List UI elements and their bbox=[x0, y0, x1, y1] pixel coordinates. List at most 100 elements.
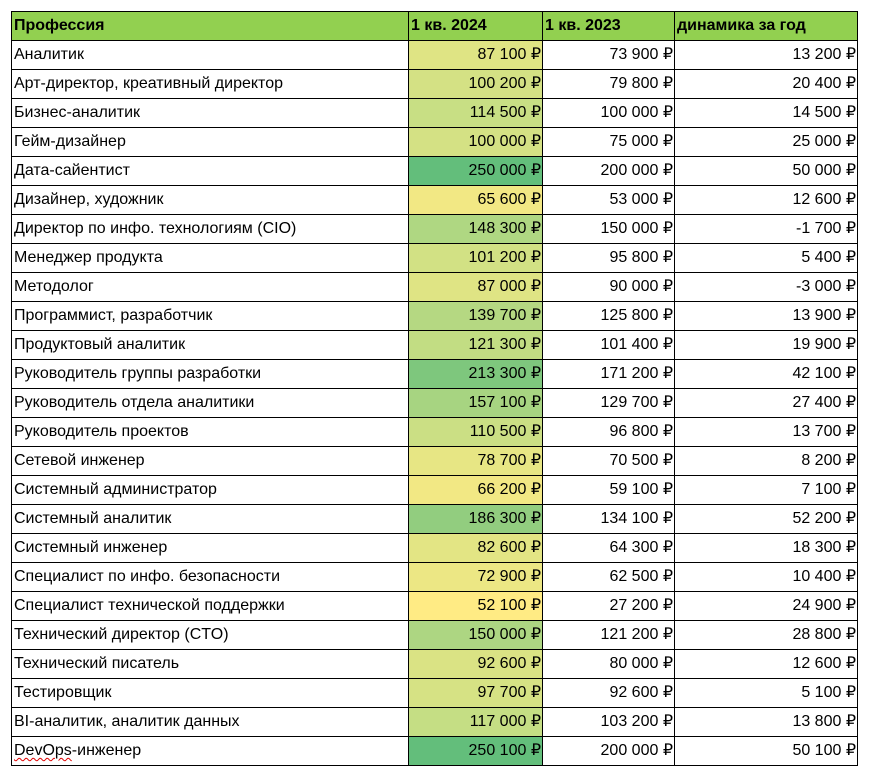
profession-cell[interactable]: Технический писатель bbox=[11, 649, 409, 679]
profession-cell[interactable]: Технический директор (CTO) bbox=[11, 620, 409, 650]
yearly-change-cell[interactable]: 50 100 ₽ bbox=[674, 736, 858, 766]
yearly-change-cell[interactable]: 8 200 ₽ bbox=[674, 446, 858, 476]
yearly-change-cell[interactable]: 12 600 ₽ bbox=[674, 649, 858, 679]
q1-2024-cell[interactable]: 65 600 ₽ bbox=[408, 185, 543, 215]
profession-cell[interactable]: Методолог bbox=[11, 272, 409, 302]
profession-cell[interactable]: DevOps-инженер bbox=[11, 736, 409, 766]
q1-2024-cell[interactable]: 87 100 ₽ bbox=[408, 40, 543, 70]
q1-2024-cell[interactable]: 78 700 ₽ bbox=[408, 446, 543, 476]
q1-2023-cell[interactable]: 150 000 ₽ bbox=[542, 214, 675, 244]
q1-2023-cell[interactable]: 200 000 ₽ bbox=[542, 156, 675, 186]
header-q1-2024[interactable]: 1 кв. 2024 bbox=[408, 11, 543, 41]
profession-cell[interactable]: Продуктовый аналитик bbox=[11, 330, 409, 360]
yearly-change-cell[interactable]: -3 000 ₽ bbox=[674, 272, 858, 302]
yearly-change-cell[interactable]: 13 900 ₽ bbox=[674, 301, 858, 331]
profession-cell[interactable]: Руководитель проектов bbox=[11, 417, 409, 447]
q1-2023-cell[interactable]: 62 500 ₽ bbox=[542, 562, 675, 592]
yearly-change-cell[interactable]: 18 300 ₽ bbox=[674, 533, 858, 563]
q1-2023-cell[interactable]: 171 200 ₽ bbox=[542, 359, 675, 389]
q1-2024-cell[interactable]: 100 200 ₽ bbox=[408, 69, 543, 99]
q1-2023-cell[interactable]: 129 700 ₽ bbox=[542, 388, 675, 418]
profession-cell[interactable]: Сетевой инженер bbox=[11, 446, 409, 476]
profession-cell[interactable]: Системный аналитик bbox=[11, 504, 409, 534]
yearly-change-cell[interactable]: 25 000 ₽ bbox=[674, 127, 858, 157]
q1-2024-cell[interactable]: 92 600 ₽ bbox=[408, 649, 543, 679]
profession-cell[interactable]: Системный администратор bbox=[11, 475, 409, 505]
yearly-change-cell[interactable]: 50 000 ₽ bbox=[674, 156, 858, 186]
yearly-change-cell[interactable]: 24 900 ₽ bbox=[674, 591, 858, 621]
q1-2023-cell[interactable]: 27 200 ₽ bbox=[542, 591, 675, 621]
profession-cell[interactable]: BI-аналитик, аналитик данных bbox=[11, 707, 409, 737]
profession-cell[interactable]: Руководитель отдела аналитики bbox=[11, 388, 409, 418]
q1-2023-cell[interactable]: 59 100 ₽ bbox=[542, 475, 675, 505]
yearly-change-cell[interactable]: 5 100 ₽ bbox=[674, 678, 858, 708]
profession-cell[interactable]: Специалист по инфо. безопасности bbox=[11, 562, 409, 592]
profession-cell[interactable]: Тестировщик bbox=[11, 678, 409, 708]
q1-2024-cell[interactable]: 72 900 ₽ bbox=[408, 562, 543, 592]
q1-2024-cell[interactable]: 110 500 ₽ bbox=[408, 417, 543, 447]
q1-2024-cell[interactable]: 250 100 ₽ bbox=[408, 736, 543, 766]
yearly-change-cell[interactable]: 52 200 ₽ bbox=[674, 504, 858, 534]
q1-2024-cell[interactable]: 66 200 ₽ bbox=[408, 475, 543, 505]
yearly-change-cell[interactable]: 19 900 ₽ bbox=[674, 330, 858, 360]
profession-cell[interactable]: Системный инженер bbox=[11, 533, 409, 563]
q1-2024-cell[interactable]: 157 100 ₽ bbox=[408, 388, 543, 418]
q1-2024-cell[interactable]: 101 200 ₽ bbox=[408, 243, 543, 273]
yearly-change-cell[interactable]: 20 400 ₽ bbox=[674, 69, 858, 99]
q1-2024-cell[interactable]: 52 100 ₽ bbox=[408, 591, 543, 621]
yearly-change-cell[interactable]: 14 500 ₽ bbox=[674, 98, 858, 128]
header-yearly-change[interactable]: динамика за год bbox=[674, 11, 858, 41]
profession-cell[interactable]: Гейм-дизайнер bbox=[11, 127, 409, 157]
profession-cell[interactable]: Бизнес-аналитик bbox=[11, 98, 409, 128]
profession-cell[interactable]: Директор по инфо. технологиям (CIO) bbox=[11, 214, 409, 244]
q1-2024-cell[interactable]: 213 300 ₽ bbox=[408, 359, 543, 389]
profession-cell[interactable]: Менеджер продукта bbox=[11, 243, 409, 273]
q1-2023-cell[interactable]: 96 800 ₽ bbox=[542, 417, 675, 447]
q1-2023-cell[interactable]: 101 400 ₽ bbox=[542, 330, 675, 360]
profession-cell[interactable]: Руководитель группы разработки bbox=[11, 359, 409, 389]
q1-2024-cell[interactable]: 186 300 ₽ bbox=[408, 504, 543, 534]
q1-2023-cell[interactable]: 80 000 ₽ bbox=[542, 649, 675, 679]
profession-cell[interactable]: Арт-директор, креативный директор bbox=[11, 69, 409, 99]
q1-2024-cell[interactable]: 148 300 ₽ bbox=[408, 214, 543, 244]
q1-2023-cell[interactable]: 95 800 ₽ bbox=[542, 243, 675, 273]
q1-2024-cell[interactable]: 100 000 ₽ bbox=[408, 127, 543, 157]
header-q1-2023[interactable]: 1 кв. 2023 bbox=[542, 11, 675, 41]
q1-2023-cell[interactable]: 73 900 ₽ bbox=[542, 40, 675, 70]
yearly-change-cell[interactable]: 5 400 ₽ bbox=[674, 243, 858, 273]
profession-cell[interactable]: Дизайнер, художник bbox=[11, 185, 409, 215]
q1-2023-cell[interactable]: 134 100 ₽ bbox=[542, 504, 675, 534]
yearly-change-cell[interactable]: 27 400 ₽ bbox=[674, 388, 858, 418]
q1-2024-cell[interactable]: 150 000 ₽ bbox=[408, 620, 543, 650]
profession-cell[interactable]: Аналитик bbox=[11, 40, 409, 70]
q1-2023-cell[interactable]: 92 600 ₽ bbox=[542, 678, 675, 708]
yearly-change-cell[interactable]: 7 100 ₽ bbox=[674, 475, 858, 505]
q1-2023-cell[interactable]: 200 000 ₽ bbox=[542, 736, 675, 766]
yearly-change-cell[interactable]: 13 700 ₽ bbox=[674, 417, 858, 447]
q1-2023-cell[interactable]: 100 000 ₽ bbox=[542, 98, 675, 128]
profession-cell[interactable]: Программист, разработчик bbox=[11, 301, 409, 331]
q1-2023-cell[interactable]: 90 000 ₽ bbox=[542, 272, 675, 302]
yearly-change-cell[interactable]: 42 100 ₽ bbox=[674, 359, 858, 389]
yearly-change-cell[interactable]: 13 200 ₽ bbox=[674, 40, 858, 70]
profession-cell[interactable]: Специалист технической поддержки bbox=[11, 591, 409, 621]
q1-2023-cell[interactable]: 125 800 ₽ bbox=[542, 301, 675, 331]
q1-2024-cell[interactable]: 97 700 ₽ bbox=[408, 678, 543, 708]
q1-2023-cell[interactable]: 75 000 ₽ bbox=[542, 127, 675, 157]
header-profession[interactable]: Профессия bbox=[11, 11, 409, 41]
yearly-change-cell[interactable]: 12 600 ₽ bbox=[674, 185, 858, 215]
yearly-change-cell[interactable]: 28 800 ₽ bbox=[674, 620, 858, 650]
yearly-change-cell[interactable]: -1 700 ₽ bbox=[674, 214, 858, 244]
profession-cell[interactable]: Дата-сайентист bbox=[11, 156, 409, 186]
q1-2024-cell[interactable]: 117 000 ₽ bbox=[408, 707, 543, 737]
yearly-change-cell[interactable]: 10 400 ₽ bbox=[674, 562, 858, 592]
q1-2024-cell[interactable]: 114 500 ₽ bbox=[408, 98, 543, 128]
q1-2024-cell[interactable]: 87 000 ₽ bbox=[408, 272, 543, 302]
q1-2023-cell[interactable]: 121 200 ₽ bbox=[542, 620, 675, 650]
q1-2023-cell[interactable]: 64 300 ₽ bbox=[542, 533, 675, 563]
q1-2024-cell[interactable]: 82 600 ₽ bbox=[408, 533, 543, 563]
q1-2023-cell[interactable]: 103 200 ₽ bbox=[542, 707, 675, 737]
yearly-change-cell[interactable]: 13 800 ₽ bbox=[674, 707, 858, 737]
q1-2023-cell[interactable]: 70 500 ₽ bbox=[542, 446, 675, 476]
q1-2024-cell[interactable]: 250 000 ₽ bbox=[408, 156, 543, 186]
